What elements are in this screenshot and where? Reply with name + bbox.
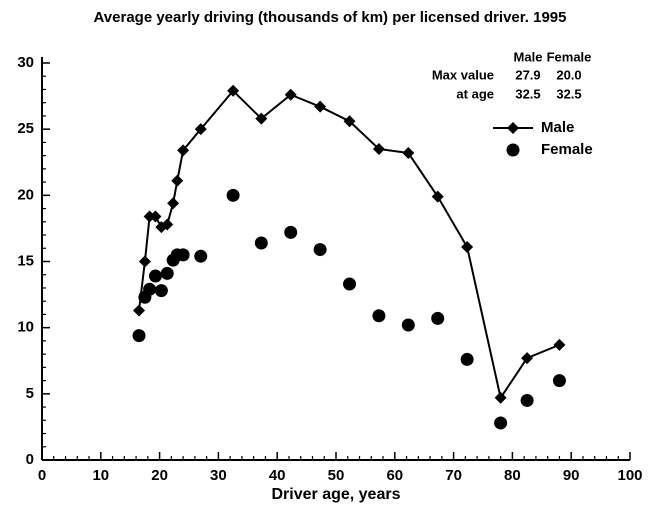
y-tick-label: 10 [17, 319, 34, 336]
data-point [461, 240, 474, 253]
table-header: Female [547, 49, 592, 64]
x-tick-label: 0 [38, 467, 46, 484]
legend-label: Female [541, 141, 593, 158]
data-point [194, 123, 207, 136]
series-line [138, 89, 560, 401]
x-tick-label: 50 [328, 467, 345, 484]
x-tick-label: 60 [386, 467, 403, 484]
y-tick-label: 25 [17, 120, 34, 137]
data-point [171, 174, 184, 187]
x-tick-label: 20 [151, 467, 168, 484]
y-tick-label: 30 [17, 54, 34, 71]
data-point [552, 374, 566, 388]
x-tick-label: 100 [617, 467, 642, 484]
legend-marker [506, 143, 520, 157]
data-point [138, 255, 151, 268]
table-row-label: at age [456, 86, 494, 101]
y-tick-label: 5 [26, 385, 34, 402]
data-point [167, 197, 180, 210]
data-point [143, 282, 157, 296]
data-point [313, 243, 327, 257]
data-point [372, 143, 385, 156]
data-point [494, 391, 507, 404]
data-point [494, 416, 508, 430]
data-point [160, 266, 174, 280]
data-point [176, 248, 190, 262]
table-cell: 20.0 [556, 67, 581, 82]
table-cell: 32.5 [515, 86, 540, 101]
data-point [431, 311, 445, 325]
x-tick-label: 70 [445, 467, 462, 484]
x-axis-label: Driver age, years [272, 486, 401, 503]
data-point [284, 225, 298, 239]
y-tick-label: 15 [17, 252, 34, 269]
x-tick-label: 30 [210, 467, 227, 484]
data-point [401, 318, 415, 332]
data-point [402, 146, 415, 159]
x-tick-label: 10 [92, 467, 109, 484]
x-tick-label: 90 [563, 467, 580, 484]
data-point [460, 352, 474, 366]
data-point [148, 269, 162, 283]
data-point [521, 352, 534, 365]
data-point [553, 338, 566, 351]
data-point [133, 304, 146, 317]
table-cell: 27.9 [515, 67, 540, 82]
data-point [520, 393, 534, 407]
data-point [227, 84, 240, 97]
chart-title: Average yearly driving (thousands of km)… [94, 9, 567, 26]
legend-marker [507, 122, 519, 134]
data-point [226, 188, 240, 202]
y-tick-label: 20 [17, 186, 34, 203]
data-point [314, 100, 327, 113]
table-cell: 32.5 [556, 86, 581, 101]
data-point [194, 249, 208, 263]
x-tick-label: 40 [269, 467, 286, 484]
legend-label: Male [541, 119, 574, 136]
data-point [284, 88, 297, 101]
data-point [343, 277, 357, 291]
data-point [149, 210, 162, 223]
data-point [132, 329, 146, 343]
data-point [161, 218, 174, 231]
table-row-label: Max value [432, 67, 494, 82]
table-header: Male [514, 49, 543, 64]
data-point [431, 190, 444, 203]
y-tick-label: 0 [26, 451, 34, 468]
data-point [343, 115, 356, 128]
data-point [177, 144, 190, 157]
x-tick-label: 80 [504, 467, 521, 484]
data-point [154, 284, 168, 298]
data-point [254, 236, 268, 250]
data-point [255, 112, 268, 125]
data-point [372, 309, 386, 323]
